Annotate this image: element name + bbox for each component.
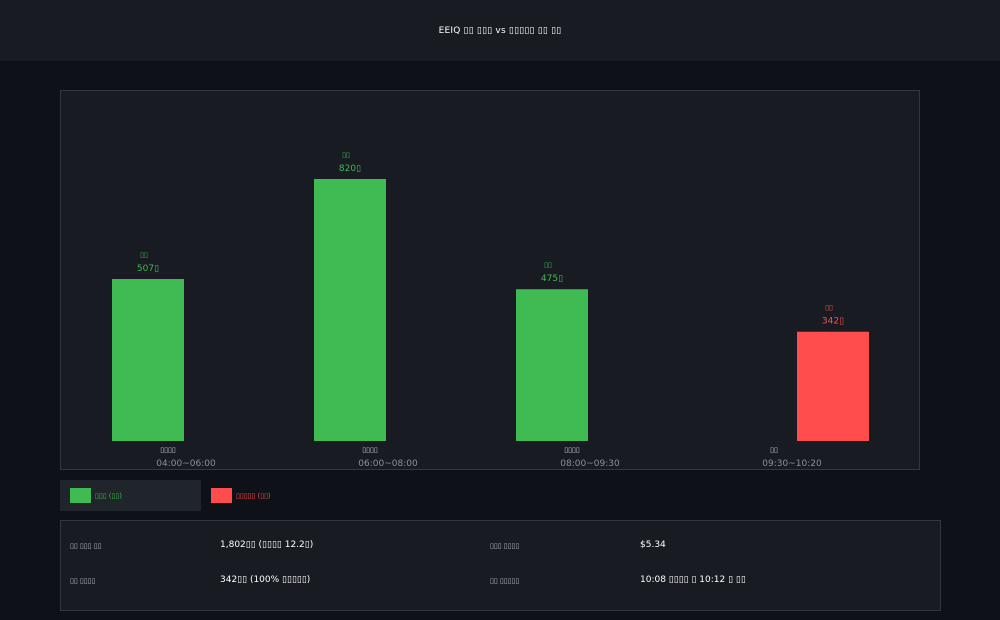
bar xyxy=(314,179,386,441)
info-label: ▯▯ ▯▯▯ ▯▯ xyxy=(70,542,102,550)
info-value: 342▯▯ (100% ▯▯▯▯▯) xyxy=(220,575,311,585)
bar xyxy=(112,279,184,441)
bar-value-label: 342▯ xyxy=(822,317,844,327)
bar-tag-label: ▯▯ xyxy=(825,304,833,312)
legend-swatch-buy xyxy=(70,488,91,503)
info-row: ▯▯ ▯▯▯▯ 342▯▯ (100% ▯▯▯▯▯) ▯▯ ▯▯▯▯▯ 10:0… xyxy=(61,571,940,591)
chart-title: EEIQ ▯▯ ▯▯▯ vs ▯▯▯▯▯ ▯▯ ▯▯ xyxy=(438,25,562,36)
info-label: ▯▯ ▯▯▯▯ xyxy=(70,577,96,585)
info-row: ▯▯ ▯▯▯ ▯▯ 1,802▯▯ (▯▯▯▯ 12.2▯) ▯▯▯ ▯▯▯▯ … xyxy=(61,536,940,556)
info-label: ▯▯ ▯▯▯▯▯ xyxy=(490,577,520,585)
bar-tag-label: ▯▯ xyxy=(140,251,148,259)
legend-item-buy[interactable]: ▯▯▯ (▯▯) xyxy=(60,480,201,511)
bar-value-label: 507▯ xyxy=(137,264,159,274)
legend-label-sell: ▯▯▯▯▯ (▯▯) xyxy=(236,491,271,500)
bar-value-label: 475▯ xyxy=(541,274,563,284)
info-value: $5.34 xyxy=(640,540,666,550)
legend-item-sell[interactable]: ▯▯▯▯▯ (▯▯) xyxy=(201,480,361,511)
info-label: ▯▯▯ ▯▯▯▯ xyxy=(490,542,520,550)
x-tick-label: ▯▯▯▯ xyxy=(362,446,377,454)
x-tick-time-label: 09:30~10:20 xyxy=(762,459,822,469)
bar-chart: ▯▯507▯▯▯▯▯04:00~06:00▯▯820▯▯▯▯▯06:00~08:… xyxy=(112,151,869,469)
x-tick-time-label: 06:00~08:00 xyxy=(358,459,418,469)
bar-value-label: 820▯ xyxy=(339,164,361,174)
legend: ▯▯▯ (▯▯) ▯▯▯▯▯ (▯▯) xyxy=(60,480,361,511)
legend-swatch-sell xyxy=(211,488,232,503)
x-tick-label: ▯▯▯▯ xyxy=(564,446,579,454)
x-tick-label: ▯▯▯▯ xyxy=(160,446,175,454)
bar xyxy=(516,289,588,441)
x-tick-time-label: 08:00~09:30 xyxy=(560,459,620,469)
bar xyxy=(797,331,869,441)
info-value: 10:08 ▯▯▯▯ ▯ 10:12 ▯ ▯▯ xyxy=(640,575,746,585)
chart-panel: ▯▯ 507▯ ▯▯▯▯ 04:00~06:00 ▯▯ 820▯ ▯▯▯▯ 06:00~08:… xyxy=(60,90,920,470)
header-bar: EEIQ ▯▯ ▯▯▯ vs ▯▯▯▯▯ ▯▯ ▯▯ xyxy=(0,0,1000,61)
bar-tag-label: ▯▯ xyxy=(544,261,552,269)
x-tick-label: ▯▯ xyxy=(770,446,778,454)
bar-tag-label: ▯▯ xyxy=(342,151,350,159)
info-value: 1,802▯▯ (▯▯▯▯ 12.2▯) xyxy=(220,540,314,550)
legend-label-buy: ▯▯▯ (▯▯) xyxy=(95,491,122,500)
x-tick-time-label: 04:00~06:00 xyxy=(156,459,216,469)
info-panel: ▯▯ ▯▯▯ ▯▯ 1,802▯▯ (▯▯▯▯ 12.2▯) ▯▯▯ ▯▯▯▯ … xyxy=(60,520,941,611)
